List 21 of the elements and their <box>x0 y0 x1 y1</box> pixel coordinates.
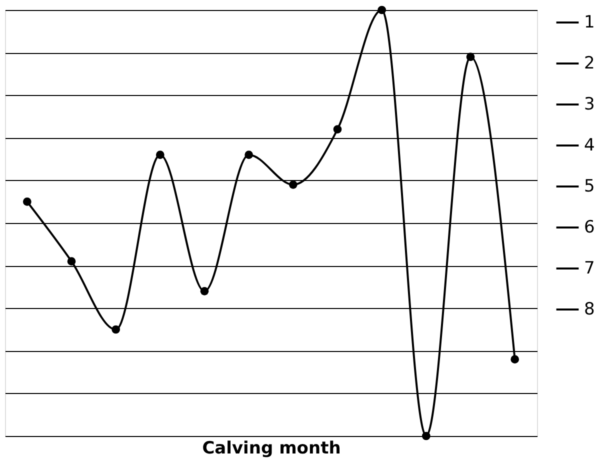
point <box>288 180 298 189</box>
point <box>67 257 76 266</box>
legend-label: 4 <box>584 136 595 156</box>
legend-label: 6 <box>584 218 595 238</box>
point <box>466 52 475 62</box>
legend-label: 7 <box>584 258 595 278</box>
legend-label: 8 <box>584 300 595 320</box>
point <box>510 355 520 364</box>
point <box>333 125 342 134</box>
point <box>244 150 254 160</box>
point <box>378 6 386 14</box>
legend-label: 5 <box>584 176 595 196</box>
x-axis-title: Calving month <box>202 438 341 458</box>
point <box>22 198 32 206</box>
point <box>200 286 209 296</box>
point <box>422 432 430 440</box>
point <box>156 150 164 160</box>
legend-label: 2 <box>584 54 595 74</box>
point <box>112 325 120 334</box>
legend-label: 3 <box>584 94 595 114</box>
legend-label: 1 <box>584 12 595 32</box>
